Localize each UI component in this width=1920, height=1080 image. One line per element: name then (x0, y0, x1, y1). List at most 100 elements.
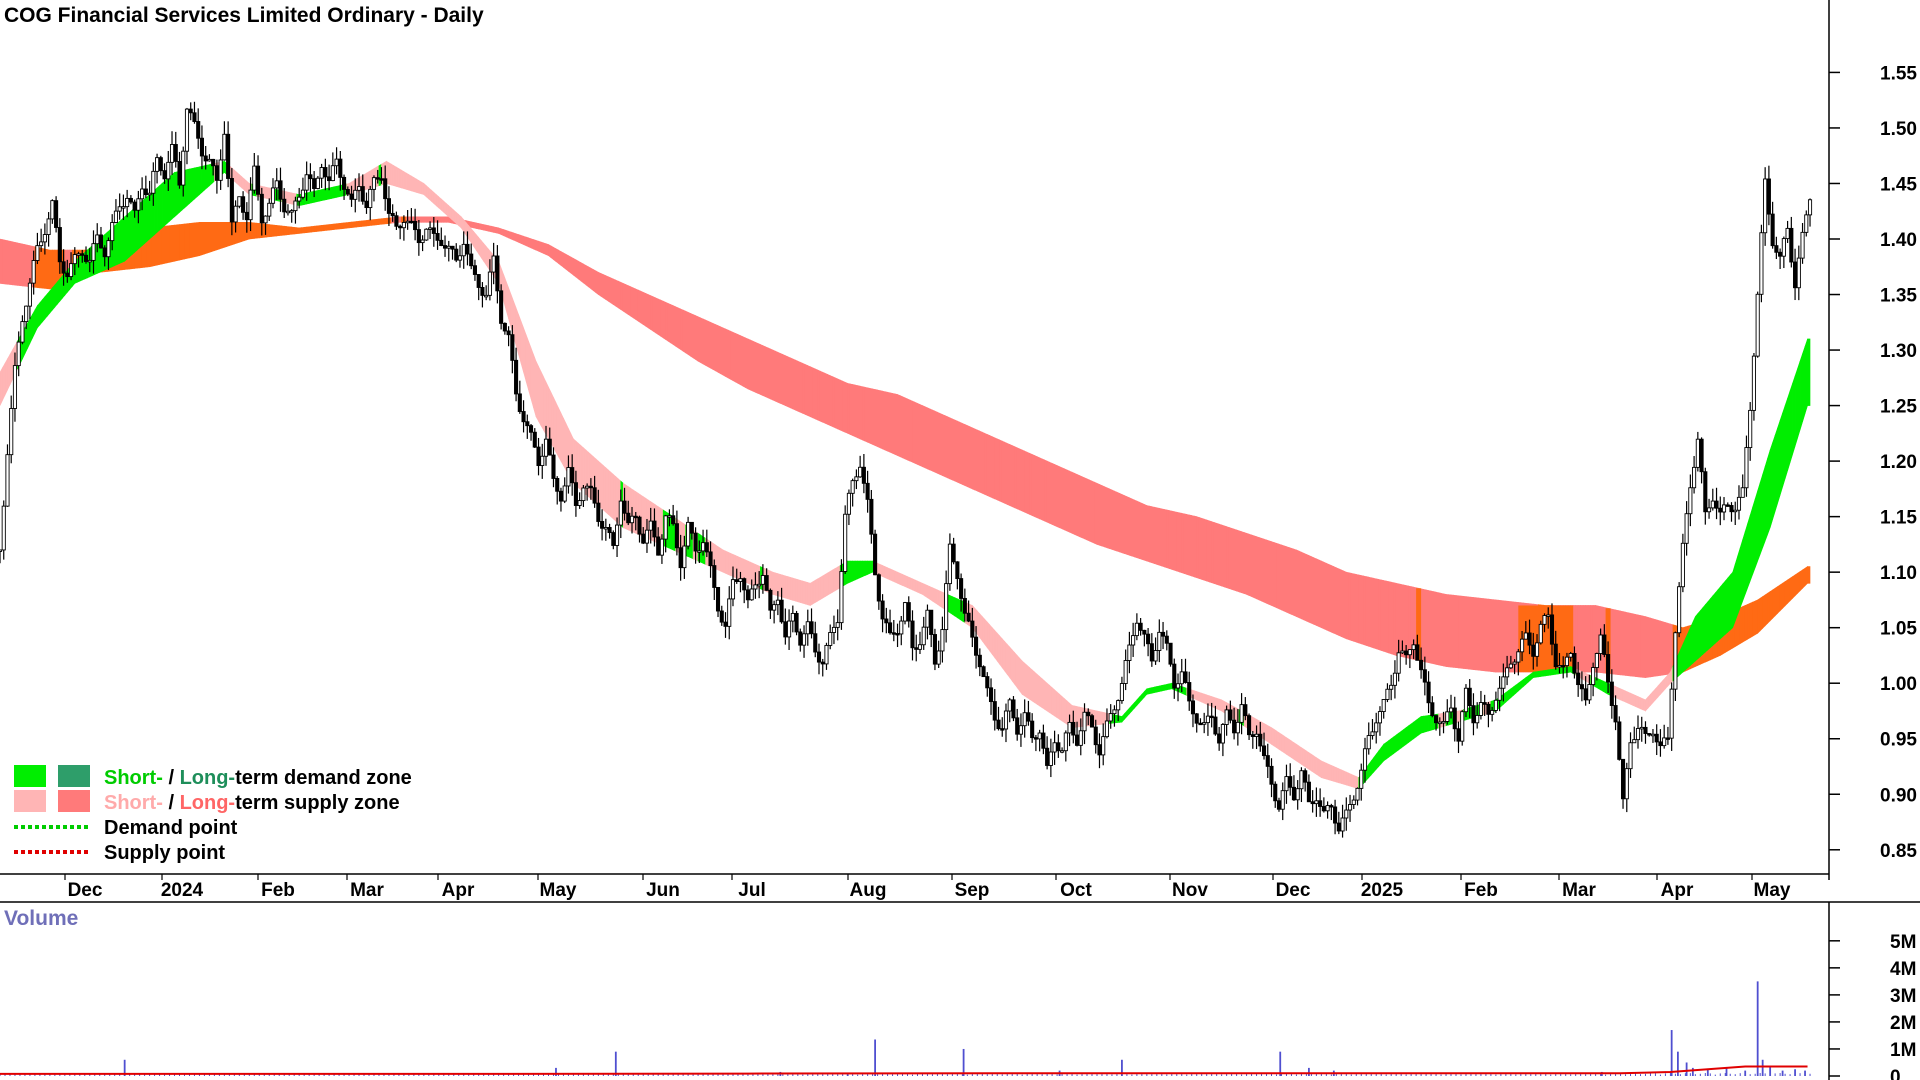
candle-body (46, 218, 51, 235)
candle-body (1306, 781, 1311, 803)
candle-body (5, 454, 10, 507)
long-band-segment (1116, 491, 1120, 553)
candle-body (1437, 721, 1442, 725)
candle-body (80, 253, 85, 256)
long-band-segment (333, 223, 337, 230)
long-band-segment (1792, 574, 1796, 599)
candle-body (704, 542, 709, 553)
long-band-segment (1278, 543, 1282, 611)
short-band-segment (1792, 375, 1796, 455)
candle-body (992, 701, 997, 721)
short-band-segment (804, 581, 809, 606)
short-band-segment (126, 211, 130, 260)
candle-body (158, 157, 163, 172)
long-band-segment (7, 240, 11, 285)
long-band-segment (1612, 608, 1616, 675)
short-band-segment (1056, 691, 1060, 720)
short-band-segment (1346, 771, 1350, 787)
long-band-segment (1582, 605, 1586, 673)
candle-body (805, 621, 810, 635)
short-band-segment (800, 579, 804, 604)
short-band-segment (847, 560, 851, 584)
long-band-segment (745, 337, 749, 390)
short-band-segment (1159, 685, 1163, 692)
candle-body (1142, 629, 1147, 635)
long-band-segment (1051, 462, 1055, 526)
long-band-segment (1348, 572, 1352, 641)
long-band-segment (368, 219, 372, 227)
time-tick-label: May (540, 880, 577, 901)
candle-body (611, 532, 616, 546)
short-band-segment (1311, 753, 1315, 774)
short-band-segment (1742, 531, 1746, 602)
long-band-segment (675, 306, 679, 349)
long-band-segment (1752, 600, 1756, 637)
candle-body (1460, 711, 1465, 742)
long-band-segment (298, 227, 302, 234)
candle-body (760, 575, 765, 585)
candle-body (981, 666, 986, 678)
short-band-segment (241, 176, 245, 191)
short-band-segment (1318, 758, 1322, 779)
short-band-segment (1772, 435, 1776, 520)
short-band-segment (1303, 748, 1307, 769)
long-band-segment (882, 390, 886, 451)
short-band-segment (485, 245, 489, 270)
candle-body (371, 177, 377, 190)
long-band-segment (1011, 445, 1016, 509)
short-band-segment (1338, 768, 1342, 784)
candle-body (125, 197, 130, 208)
long-band-segment (672, 305, 676, 347)
long-band-segment (1483, 598, 1487, 672)
short-band-segment (986, 621, 991, 652)
short-band-segment (1149, 687, 1153, 695)
short-band-segment (124, 213, 128, 262)
short-band-segment (523, 327, 527, 382)
long-band-segment (528, 237, 532, 249)
long-band-segment (1201, 517, 1205, 581)
short-band-segment (1001, 638, 1006, 672)
long-band-segment (1298, 550, 1302, 620)
short-band-segment (189, 168, 193, 205)
candle-body (734, 579, 739, 582)
long-band-segment (1762, 594, 1766, 629)
long-band-segment (1622, 611, 1626, 676)
candle-body (1763, 178, 1768, 234)
candle-body (966, 612, 971, 622)
candle-body (656, 536, 661, 556)
short-band-segment (1685, 633, 1689, 671)
short-band-segment (899, 572, 903, 586)
orange-zone-column (1416, 588, 1422, 661)
long-band-segment (1587, 605, 1591, 673)
short-band-segment (1313, 755, 1317, 775)
short-band-segment (1767, 449, 1771, 535)
long-band-segment (1156, 507, 1160, 566)
short-band-segment (725, 550, 729, 575)
long-band-segment (1306, 553, 1310, 623)
long-band-segment (336, 223, 340, 230)
candle-body (1512, 661, 1517, 665)
short-band-segment (819, 575, 824, 601)
long-band-segment (239, 222, 243, 243)
short-band-segment (1547, 669, 1552, 676)
long-band-segment (1271, 541, 1275, 608)
price-tick-label: 1.25 (1880, 397, 1917, 418)
candle-body (1624, 768, 1629, 800)
price-tick-label: 1.00 (1880, 674, 1917, 695)
long-band-segment (1470, 596, 1474, 670)
long-band-segment (1181, 512, 1185, 574)
short-band-segment (156, 185, 160, 234)
long-band-segment (777, 351, 781, 404)
short-band-segment (608, 469, 612, 518)
candle-body (738, 578, 743, 582)
long-band-segment (1450, 594, 1454, 668)
candle-body (1336, 822, 1341, 832)
short-band-segment (1665, 674, 1669, 690)
short-band-segment (9, 348, 13, 385)
time-tick-label: 2025 (1361, 880, 1404, 901)
candle-body (1056, 742, 1061, 752)
candle-body (1751, 355, 1756, 411)
candle-body (1662, 737, 1667, 747)
candle-body (1026, 712, 1031, 722)
